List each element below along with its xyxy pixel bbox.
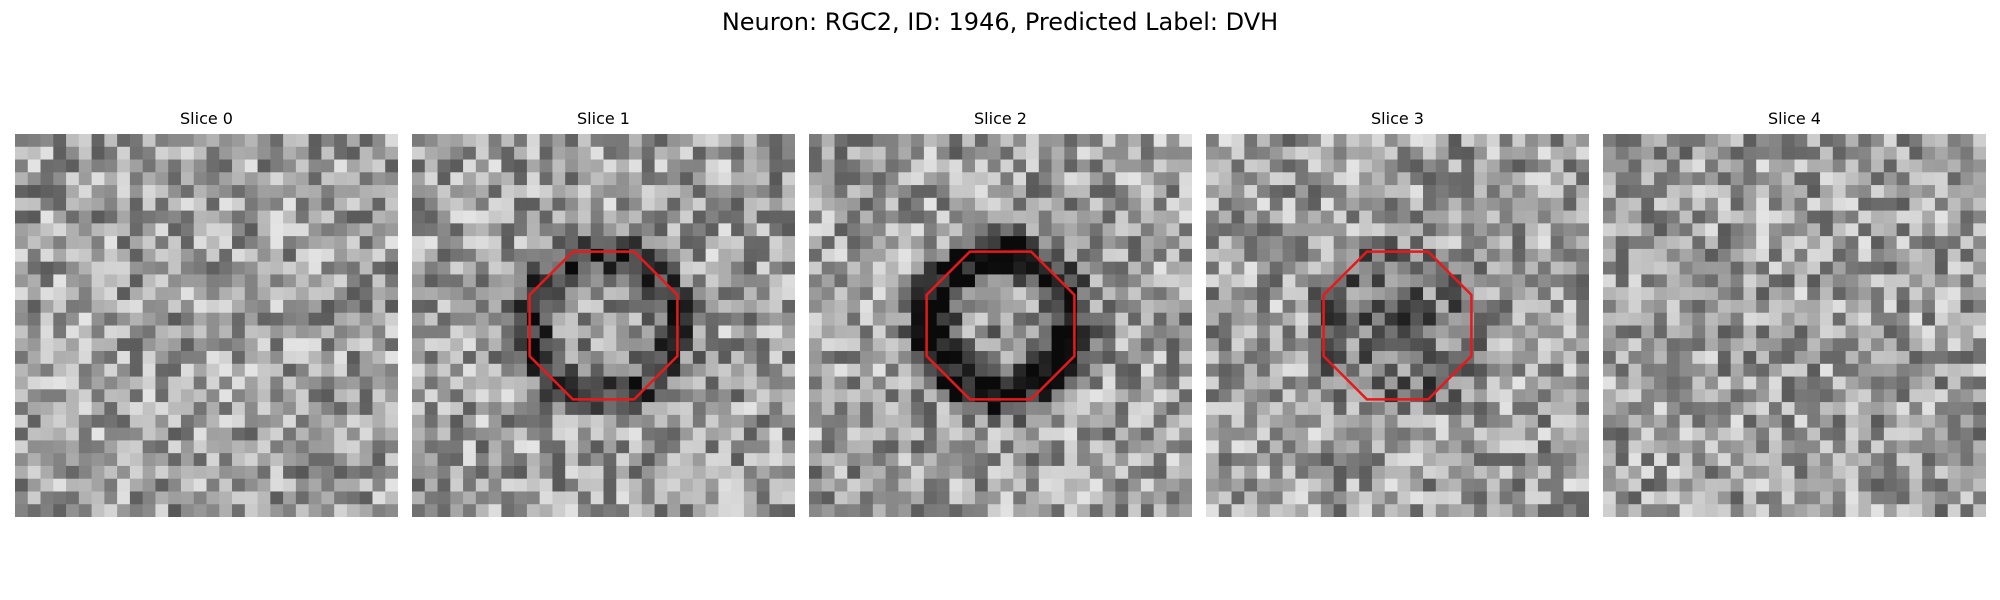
slice-3-pixels [1206,134,1589,517]
slice-image-4-svg [1603,134,1986,517]
slice-image-2-svg [809,134,1192,517]
slice-image-4 [1603,134,1986,517]
slice-image-3-svg [1206,134,1589,517]
slice-image-2 [809,134,1192,517]
slice-image-1-svg [412,134,795,517]
figure-title: Neuron: RGC2, ID: 1946, Predicted Label:… [721,8,1279,36]
slice-title-3: Slice 3 [1371,109,1424,128]
slice-image-0-svg [15,134,398,517]
slice-image-3 [1206,134,1589,517]
slice-image-1 [412,134,795,517]
slice-3-outline [1322,250,1473,401]
slice-0-pixels [15,134,398,517]
slice-image-0 [15,134,398,517]
slice-2-pixels [809,134,1192,517]
slice-2-outline [925,250,1076,401]
slice-title-4: Slice 4 [1768,109,1821,128]
slice-1-outline [528,250,679,401]
slice-title-1: Slice 1 [577,109,630,128]
slice-1-pixels [412,134,795,517]
slice-title-0: Slice 0 [180,109,233,128]
slice-4-pixels [1603,134,1986,517]
slice-title-2: Slice 2 [974,109,1027,128]
